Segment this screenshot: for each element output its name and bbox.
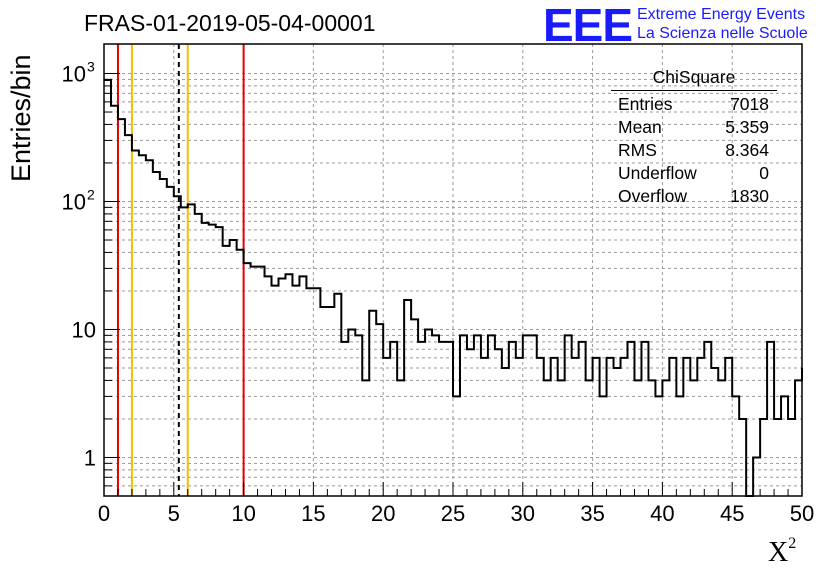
x-tick-label: 20 [371,501,395,526]
eee-logo: EEE [543,0,633,51]
y-tick-exponent: 2 [87,186,95,202]
stats-row-entries: Entries 7018 [611,93,777,116]
stats-row-mean: Mean 5.359 [611,116,777,139]
logo-line-1: Extreme Energy Events [637,6,806,23]
x-tick-label: 45 [720,501,744,526]
x-tick-label: 35 [580,501,604,526]
stats-row-overflow: Overflow 1830 [611,185,777,208]
stats-box: ChiSquare Entries 7018 Mean 5.359 RMS 8.364 Un… [611,67,777,208]
chart-title: FRAS-01-2019-05-04-00001 [84,10,376,36]
stats-label: RMS [618,140,657,160]
y-tick-label: 10 [62,61,86,86]
stats-label: Mean [618,117,662,137]
stats-divider [611,90,777,91]
stats-row-underflow: Underflow 0 [611,162,777,185]
histogram-series [104,78,803,497]
stats-label: Entries [618,94,673,114]
y-axis-label: Entries/bin [6,54,36,182]
stats-value: 8.364 [725,140,769,160]
y-tick-label: 10 [72,317,96,342]
x-tick-label: 5 [168,501,180,526]
x-axis-label: X2 [768,535,797,568]
x-tick-label: 40 [650,501,674,526]
stats-label: Overflow [618,186,688,206]
y-tick-exponent: 3 [87,58,95,74]
logo-line-2: La Scienza nelle Scuole [637,25,808,42]
x-tick-label: 10 [231,501,255,526]
stats-value: 7018 [730,94,769,114]
stats-value: 1830 [730,186,769,206]
stats-value: 5.359 [725,117,769,137]
x-tick-label: 30 [511,501,535,526]
y-tick-label: 1 [84,445,96,470]
x-tick-label: 15 [301,501,325,526]
x-tick-label: 0 [98,501,110,526]
axis-ticks [103,72,803,496]
x-tick-label: 25 [441,501,465,526]
stats-value: 0 [759,163,769,183]
stats-title: ChiSquare [652,67,736,87]
stats-label: Underflow [618,163,697,183]
x-tick-label: 50 [790,501,814,526]
stats-row-rms: RMS 8.364 [611,139,777,162]
y-tick-label: 10 [62,189,86,214]
